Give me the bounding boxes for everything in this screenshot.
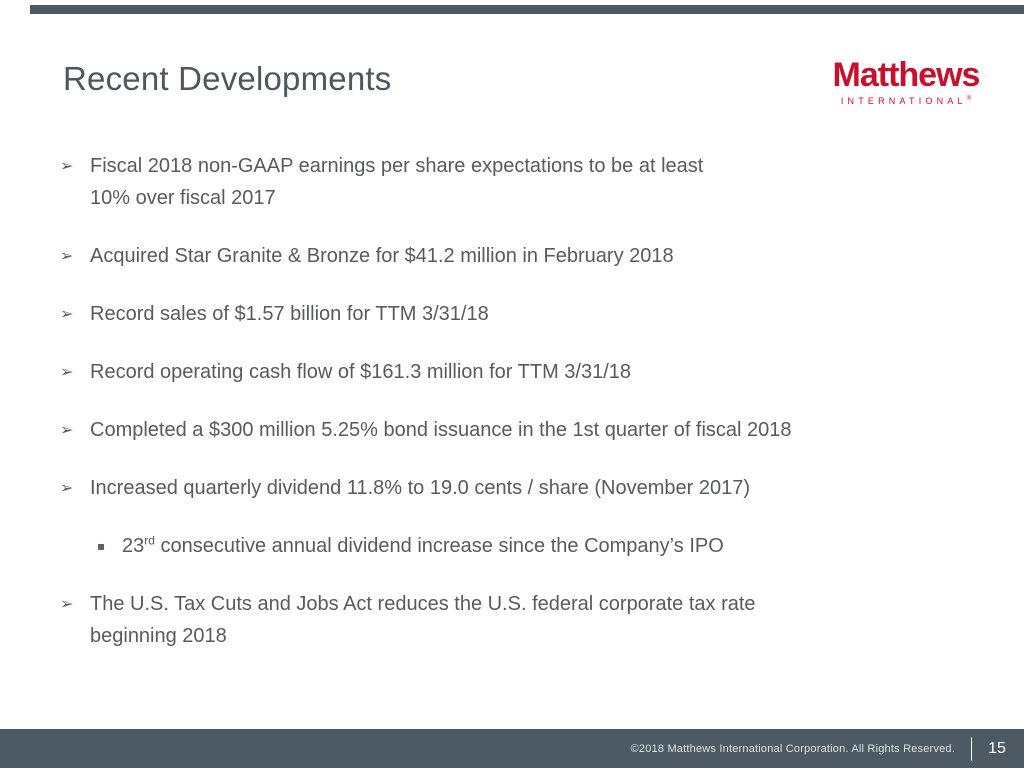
ordinal-superscript: rd [144,533,155,548]
bullet-list: ➢ Fiscal 2018 non-GAAP earnings per shar… [0,150,984,678]
sub-bullet-item: ▪ 23rd consecutive annual dividend incre… [97,530,984,562]
footer-copyright: ©2018 Matthews International Corporation… [630,742,955,755]
top-accent-bar [30,5,1024,14]
square-bullet-icon: ▪ [97,539,106,553]
bullet-text: Record sales of $1.57 billion for TTM 3/… [90,303,489,325]
footer-divider [971,736,972,761]
footer-bar: ©2018 Matthews International Corporation… [0,729,1024,768]
bullet-item-7: ➢ The U.S. Tax Cuts and Jobs Act reduces… [60,588,984,652]
bullet-line: Fiscal 2018 non-GAAP earnings per share … [90,155,704,177]
logo-subtitle-text: INTERNATIONAL® [830,96,982,106]
matthews-international-logo: Matthews INTERNATIONAL® [830,58,982,106]
arrow-bullet-icon: ➢ [60,362,74,381]
bullet-text: Fiscal 2018 non-GAAP earnings per share … [90,150,984,214]
registered-trademark-symbol: ® [966,96,972,102]
logo-subtitle-label: INTERNATIONAL [840,96,967,106]
bullet-item-6: ➢ Increased quarterly dividend 11.8% to … [60,472,984,504]
page-number: 15 [988,739,1006,757]
bullet-item-4: ➢ Record operating cash flow of $161.3 m… [60,356,984,388]
bullet-item-5: ➢ Completed a $300 million 5.25% bond is… [60,414,984,446]
bullet-text: Record operating cash flow of $161.3 mil… [90,361,632,383]
bullet-item-2: ➢ Acquired Star Granite & Bronze for $41… [60,240,984,272]
bullet-text: Completed a $300 million 5.25% bond issu… [90,419,792,441]
bullet-text: Acquired Star Granite & Bronze for $41.2… [90,245,674,267]
sub-bullet-prefix: 23 [122,535,145,557]
arrow-bullet-icon: ➢ [60,478,74,497]
bullet-line: 10% over fiscal 2017 [90,187,276,209]
sub-bullet-rest: consecutive annual dividend increase sin… [154,535,724,557]
arrow-bullet-icon: ➢ [60,156,74,175]
bullet-item-3: ➢ Record sales of $1.57 billion for TTM … [60,298,984,330]
bullet-text: The U.S. Tax Cuts and Jobs Act reduces t… [90,588,984,652]
logo-brand-text: Matthews [832,56,981,94]
bullet-line: beginning 2018 [90,625,227,647]
arrow-bullet-icon: ➢ [60,304,74,323]
bullet-line: The U.S. Tax Cuts and Jobs Act reduces t… [90,593,756,615]
bullet-text: Increased quarterly dividend 11.8% to 19… [90,477,750,499]
arrow-bullet-icon: ➢ [60,594,74,613]
bullet-item-1: ➢ Fiscal 2018 non-GAAP earnings per shar… [60,150,984,214]
arrow-bullet-icon: ➢ [60,246,74,265]
slide-title: Recent Developments [63,60,392,97]
arrow-bullet-icon: ➢ [60,420,74,439]
sub-bullet-text: 23rd consecutive annual dividend increas… [122,530,984,562]
